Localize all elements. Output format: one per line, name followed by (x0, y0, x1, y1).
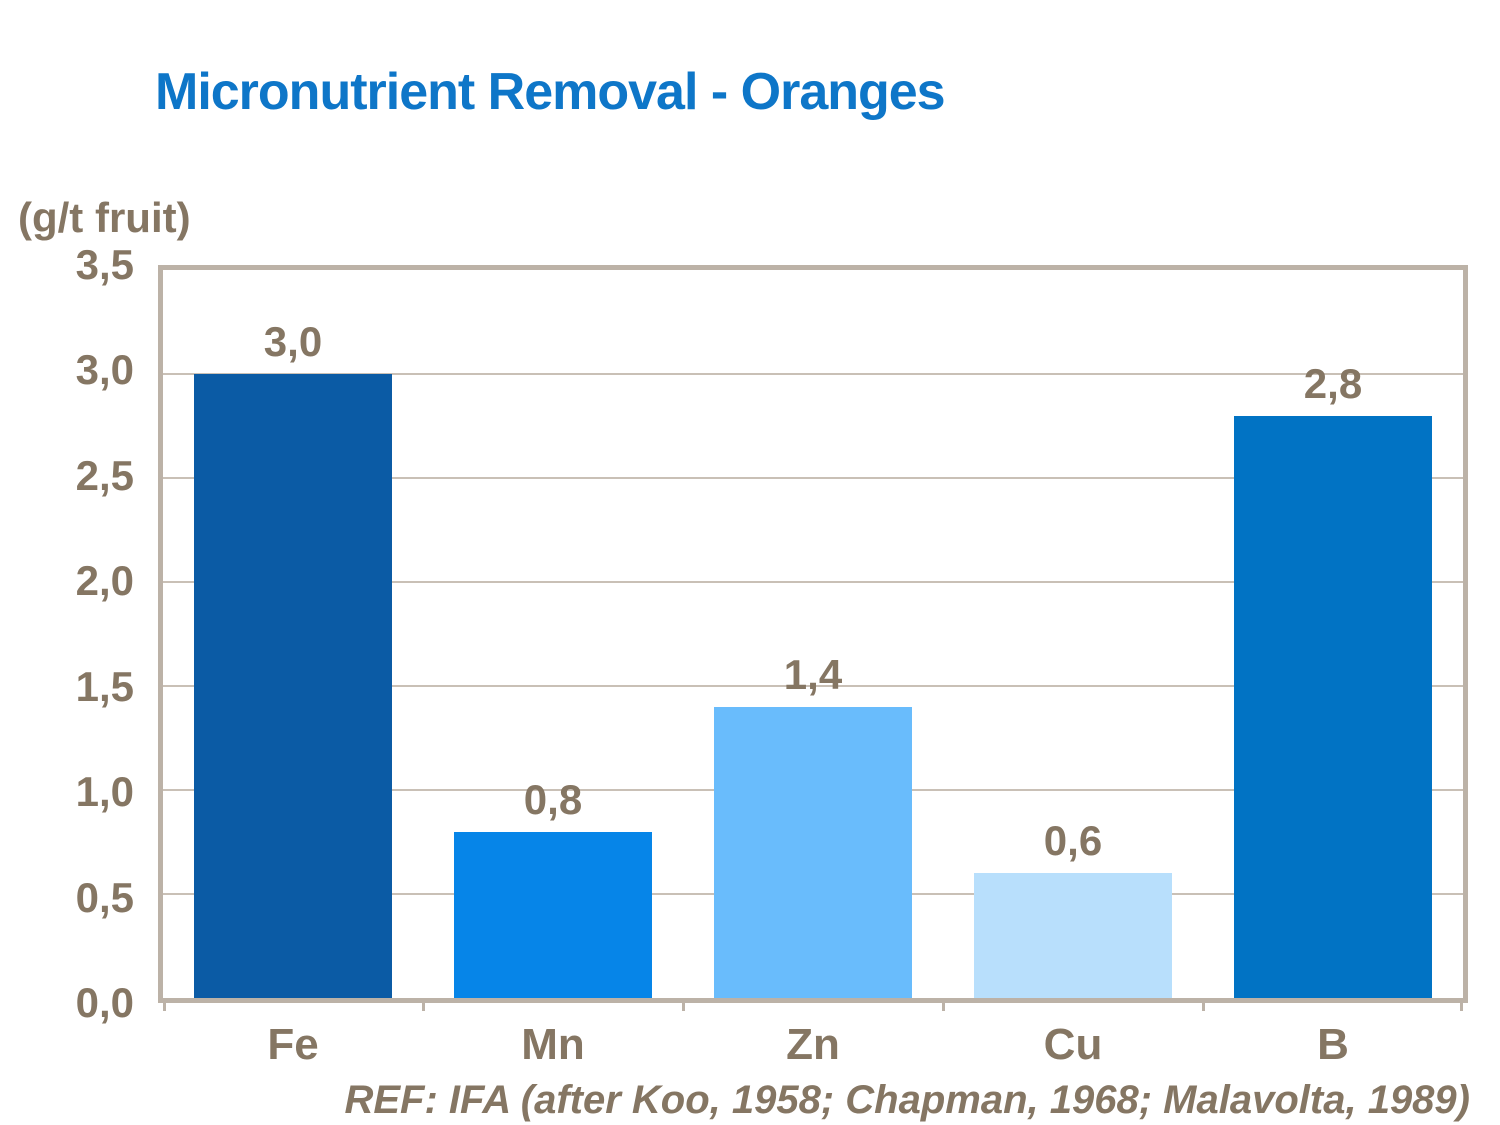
bar-value-label: 0,6 (1043, 817, 1103, 865)
x-tick (1460, 998, 1463, 1011)
plot-area: 3,0 0,8 1,4 0,6 2,8 Fe Mn (158, 265, 1468, 1069)
gridline (163, 580, 1463, 583)
x-tick (1202, 998, 1205, 1011)
category-label-zn: Zn (786, 1020, 840, 1069)
bar-slot-zn: 1,4 (683, 270, 943, 998)
y-tick-label: 2,5 (75, 451, 134, 499)
bar-b (1234, 415, 1432, 998)
bar-cu (974, 873, 1172, 998)
bar-value-label: 3,0 (263, 318, 323, 365)
y-tick-label: 0,5 (75, 873, 134, 921)
bar-mn (454, 831, 652, 998)
gridline (163, 685, 1463, 687)
category-label-cu: Cu (1043, 1020, 1103, 1069)
x-tick (942, 998, 945, 1011)
gridline (163, 476, 1463, 479)
reference-note: REF: IFA (after Koo, 1958; Chapman, 1968… (344, 1078, 1470, 1122)
bar-value-label: 1,4 (783, 650, 843, 698)
bar-fe (194, 374, 392, 998)
y-axis-tick-labels: 3,5 3,0 2,5 2,0 1,5 1,0 0,5 0,0 (0, 241, 134, 1026)
y-tick-label: 1,0 (75, 768, 134, 816)
y-axis-unit-label: (g/t fruit) (18, 194, 191, 241)
y-tick-label: 2,0 (75, 557, 134, 605)
bar-slot-fe: 3,0 (163, 270, 423, 998)
x-tick (682, 998, 685, 1011)
y-tick-label: 3,5 (75, 241, 134, 288)
category-label-mn: Mn (521, 1020, 585, 1069)
chart-title: Micronutrient Removal - Oranges (155, 63, 946, 121)
y-tick-label: 3,0 (75, 346, 134, 394)
x-tick (422, 998, 425, 1011)
x-axis-category-labels: Fe Mn Zn Cu B (163, 1020, 1463, 1070)
x-tick (163, 998, 166, 1011)
bar-slot-mn: 0,8 (423, 270, 683, 998)
bar-slot-cu: 0,6 (943, 270, 1203, 998)
y-tick-label: 0,0 (75, 979, 134, 1026)
bar-zn (714, 706, 912, 998)
bar-value-label: 2,8 (1303, 359, 1363, 407)
category-label-fe: Fe (267, 1020, 319, 1069)
bar-value-label: 0,8 (523, 775, 583, 823)
bar-slot-b: 2,8 (1203, 270, 1463, 998)
gridline (163, 372, 1463, 375)
y-tick-label: 1,5 (75, 662, 134, 710)
category-label-b: B (1317, 1020, 1349, 1069)
x-axis-ticks (163, 998, 1463, 1012)
